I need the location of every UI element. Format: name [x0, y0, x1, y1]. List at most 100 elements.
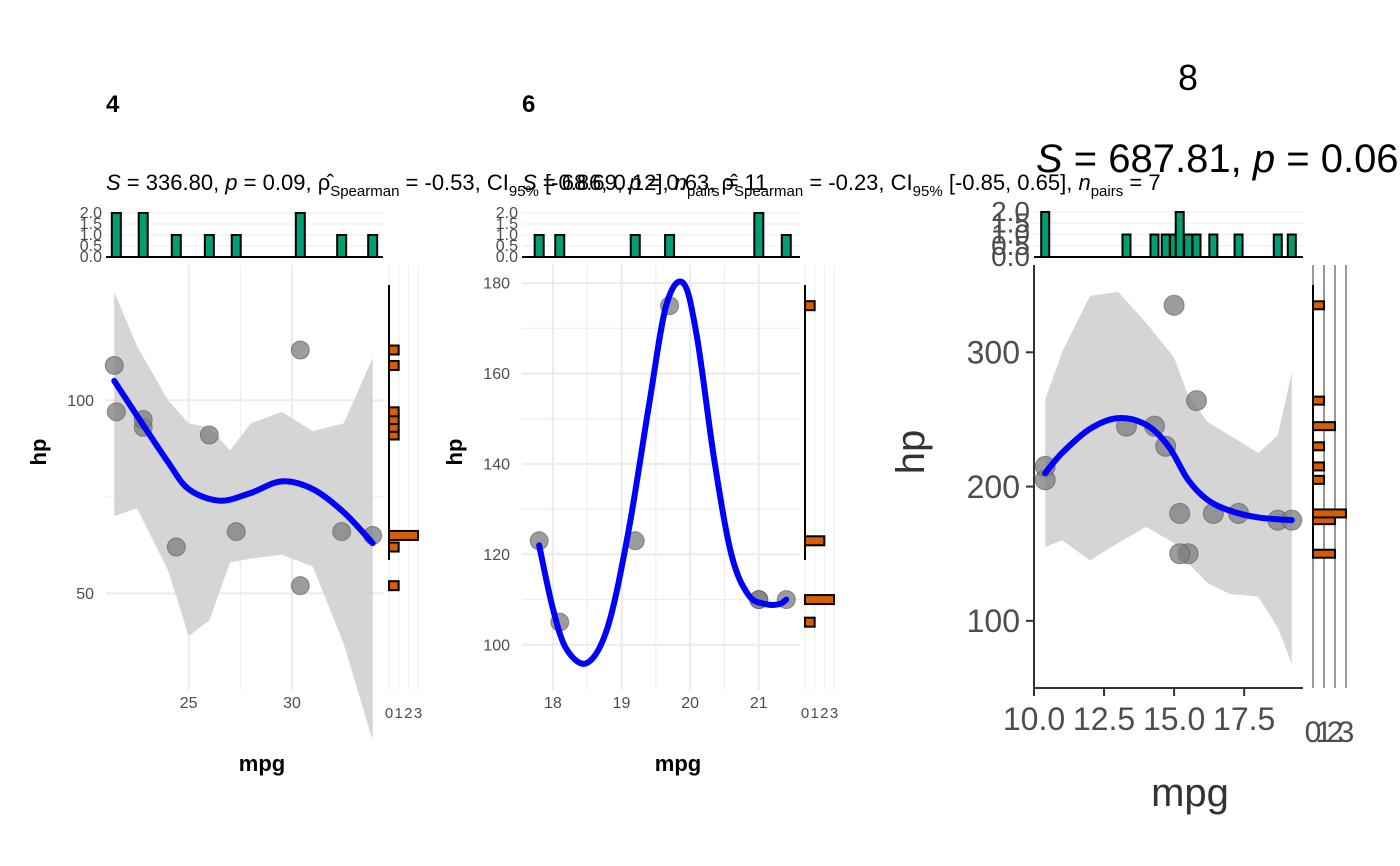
right-hist-bar	[804, 594, 835, 606]
y-axis-title-4: hp	[26, 439, 51, 466]
right-hist-bar	[388, 580, 400, 592]
data-point	[290, 340, 310, 360]
top-hist-tick-label: 1.5	[496, 216, 518, 233]
top-hist-bar	[629, 234, 641, 258]
top-hist-bar	[336, 234, 348, 258]
top-hist-tick-label: 0.0	[991, 241, 1030, 272]
x-tick-label: 20	[681, 695, 699, 712]
top-hist-bar	[137, 212, 149, 258]
y-tick-label: 100	[67, 393, 94, 410]
x-tick-label: 15.0	[1143, 701, 1205, 737]
facet-title-6: 6	[522, 91, 535, 118]
y-tick-label: 160	[483, 366, 510, 383]
data-point	[106, 402, 126, 422]
right-hist-bar	[388, 541, 400, 553]
top-hist-bar	[1272, 233, 1283, 258]
data-point	[1169, 543, 1191, 565]
top-hist-tick-label: 0.5	[80, 238, 102, 255]
facet-title-4: 4	[106, 91, 120, 118]
x-tick-label: 17.5	[1213, 701, 1275, 737]
top-hist-bar	[203, 234, 215, 258]
right-hist-bar	[1312, 441, 1325, 452]
x-axis-title-4: mpg	[239, 751, 285, 776]
panel-6: 18 19 20 21 100 120 140 160 180 0.00.51.01.52.0 0 1…	[483, 205, 838, 722]
x-tick-label: 10.0	[1003, 701, 1065, 737]
top-hist-bar	[1191, 233, 1202, 258]
panel-4: 25 30 50 100 0.00.51.01.52.0 0 1 2 3	[67, 205, 422, 741]
right-hist-bar	[388, 529, 419, 541]
y-axis-title-8: hp	[889, 430, 933, 475]
smooth-line	[111, 377, 376, 547]
smooth-line	[1042, 414, 1295, 524]
x-tick-label: 19	[613, 695, 631, 712]
top-hist-bar	[1160, 233, 1171, 258]
right-hist-tick-label: 0	[385, 705, 393, 722]
y-tick-label: 100	[483, 637, 510, 654]
right-hist-tick-label: 0	[1305, 716, 1322, 749]
data-point	[1169, 502, 1191, 524]
top-hist-bar	[110, 212, 122, 258]
right-hist-bar	[804, 616, 816, 628]
top-hist-bar	[1233, 233, 1244, 258]
data-point	[199, 425, 219, 445]
x-tick-label: 25	[180, 695, 198, 712]
y-tick-label: 100	[967, 603, 1020, 639]
top-hist-bar	[1174, 211, 1185, 258]
x-tick-label: 12.5	[1073, 701, 1135, 737]
data-point	[104, 355, 124, 375]
top-hist-bar	[753, 212, 765, 258]
right-hist-bar	[1312, 395, 1325, 406]
right-hist-tick-label: 1	[394, 705, 402, 722]
y-tick-label: 140	[483, 457, 510, 474]
y-tick-label: 300	[967, 334, 1020, 370]
top-hist-bar	[230, 234, 242, 258]
top-hist-tick-label: 2.0	[80, 205, 102, 222]
right-hist-bar	[1312, 300, 1325, 311]
right-hist-tick-label: 1	[1316, 716, 1333, 749]
top-hist-tick-label: 0.5	[991, 230, 1030, 261]
data-point	[290, 576, 310, 596]
smooth-line	[536, 278, 790, 667]
x-axis-title-6: mpg	[655, 751, 701, 776]
y-axis-title-6: hp	[442, 439, 467, 466]
x-tick-label: 30	[283, 695, 301, 712]
right-hist-tick-label: 2	[820, 705, 828, 722]
x-tick-label: 21	[750, 695, 768, 712]
top-hist-tick-label: 1.0	[496, 227, 518, 244]
right-hist-bar	[804, 300, 816, 312]
data-point	[1186, 390, 1208, 412]
top-hist-bar	[294, 212, 306, 258]
right-hist-bar	[1312, 508, 1347, 519]
data-point	[332, 522, 352, 542]
facet-title-8: 8	[1178, 57, 1198, 98]
top-hist-tick-label: 2.0	[496, 205, 518, 222]
right-hist-tick-label: 1	[810, 705, 818, 722]
y-tick-label: 120	[483, 547, 510, 564]
right-hist-bar	[388, 359, 400, 371]
top-hist-tick-label: 1.0	[991, 219, 1030, 250]
top-hist-tick-label: 0.0	[496, 249, 518, 266]
right-hist-bar	[1312, 421, 1336, 432]
top-hist-bar	[780, 234, 792, 258]
y-tick-label: 200	[967, 469, 1020, 505]
y-tick-label: 50	[76, 586, 94, 603]
right-hist-tick-label: 2	[1327, 716, 1344, 749]
subtitle-panel-4: S = 336.80, p = 0.09, ρ̂Spearman = -0.53…	[106, 170, 767, 200]
top-hist-bar	[1040, 211, 1051, 258]
top-hist-tick-label: 1.5	[80, 216, 102, 233]
confidence-ribbon	[1045, 291, 1292, 664]
top-hist-bar	[1286, 233, 1297, 258]
panel-8: 10.0 12.5 15.0 17.5 100 200 300 0.00.51.01.52.0…	[967, 196, 1355, 749]
right-hist-tick-label: 3	[1338, 716, 1355, 749]
top-hist-tick-label: 0.5	[496, 238, 518, 255]
subtitle-panel-8: S = 687.81, p = 0.06	[1036, 137, 1399, 181]
right-hist-bar	[388, 344, 400, 356]
x-axis-title-8: mpg	[1151, 771, 1229, 815]
right-hist-bar	[1312, 474, 1325, 485]
confidence-ribbon	[114, 292, 373, 741]
top-hist-bar	[533, 234, 545, 258]
right-hist-bar	[388, 406, 400, 418]
top-hist-bar	[664, 234, 676, 258]
top-hist-bar	[1208, 233, 1219, 258]
